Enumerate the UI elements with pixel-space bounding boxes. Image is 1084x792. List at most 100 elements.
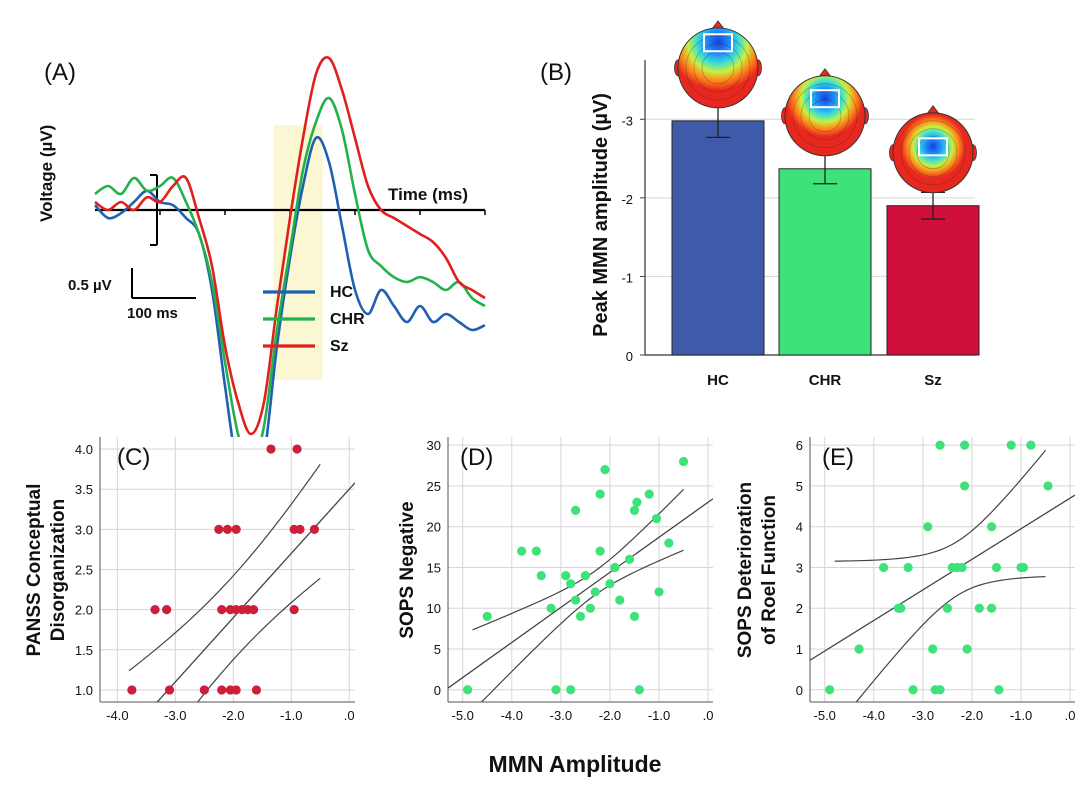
y-tick-label: -3 <box>621 113 633 128</box>
x-tick-label: -3.0 <box>550 708 572 723</box>
time-axis-title: Time (ms) <box>388 185 468 204</box>
fit-line <box>810 494 1075 661</box>
data-point <box>896 603 906 613</box>
x-tick-label: -2.0 <box>222 708 244 723</box>
data-point <box>531 546 541 556</box>
y-tick-label: 25 <box>427 479 441 494</box>
scale-time-label: 100 ms <box>127 305 178 322</box>
panel-label: (D) <box>460 444 493 471</box>
scale-voltage-label: 0.5 µV <box>68 277 112 294</box>
data-point <box>664 538 674 548</box>
data-point <box>942 603 953 613</box>
x-tick-label: -1.0 <box>1010 708 1032 723</box>
y-axis-title-line: Disorganization <box>48 499 69 642</box>
x-tick-label: -2.0 <box>599 708 621 723</box>
panel-c: -4.0 -3.0 -2.0 -1.0 .0 1.0 1.5 2.0 2.5 3.0 3.5 4.0 (… <box>24 437 355 723</box>
data-point <box>585 603 595 613</box>
x-tick-label: -1.0 <box>648 708 670 723</box>
data-point <box>289 605 299 615</box>
legend-label-sz: Sz <box>330 338 349 355</box>
data-point <box>634 685 644 695</box>
x-tick-label: -5.0 <box>814 708 836 723</box>
data-point <box>199 685 209 695</box>
y-tick-label: 0 <box>796 683 803 698</box>
ci-lower-line <box>855 575 1046 702</box>
data-point <box>629 611 640 621</box>
topomap-roi-box <box>703 33 733 53</box>
y-tick-label: 0 <box>626 349 633 364</box>
data-point <box>214 524 224 534</box>
topomap-contour <box>792 83 858 149</box>
data-point <box>595 546 605 556</box>
legend-label-hc: HC <box>330 284 354 301</box>
x-tick-label: .0 <box>344 708 355 723</box>
data-point <box>164 685 175 695</box>
data-point <box>482 611 492 621</box>
y-tick-label: 1 <box>796 642 803 657</box>
data-point <box>610 562 620 573</box>
bar-sz <box>886 205 980 356</box>
data-point <box>986 603 997 613</box>
data-point <box>231 685 241 695</box>
topomap-roi-box <box>918 137 948 157</box>
y-tick-label: 3 <box>796 560 803 575</box>
data-point <box>150 605 160 615</box>
bar-chr <box>778 168 872 356</box>
topomap-contour <box>693 43 743 93</box>
x-tick-label: .0 <box>1065 708 1076 723</box>
data-point <box>615 595 625 605</box>
plot-area <box>448 437 713 702</box>
data-point <box>590 587 600 597</box>
y-axis-title-line: PANSS Conceptual <box>24 484 45 657</box>
data-point <box>959 440 970 450</box>
y-tick-label: -1 <box>621 270 633 285</box>
data-point <box>903 562 913 573</box>
ci-upper-line <box>128 463 321 672</box>
data-point <box>962 644 972 654</box>
data-point <box>1006 440 1016 450</box>
x-tick-label: -5.0 <box>452 708 474 723</box>
data-point <box>654 587 664 597</box>
topomap-contour <box>908 128 958 178</box>
data-point <box>551 685 561 695</box>
erp-line-sz <box>94 56 486 436</box>
data-point <box>629 505 640 515</box>
data-point <box>991 562 1002 573</box>
data-point <box>222 524 233 534</box>
y-tick-label: 6 <box>796 438 803 453</box>
y-axis-title-line: SOPS Negative <box>397 501 418 638</box>
y-tick-label: 5 <box>434 642 441 657</box>
x-tick-label-sz: Sz <box>924 372 942 389</box>
data-point <box>1018 562 1029 573</box>
x-tick-label: -4.0 <box>501 708 523 723</box>
regression-group <box>810 449 1075 702</box>
data-point <box>959 481 970 491</box>
data-point <box>546 603 556 613</box>
panel-label-a: (A) <box>44 59 76 86</box>
y-tick-label: 4 <box>796 520 803 535</box>
y-tick-label: 4.0 <box>75 442 93 457</box>
data-point <box>231 524 241 534</box>
data-point <box>595 489 605 499</box>
topomap-head-sz <box>892 112 974 194</box>
topomap-roi-box <box>810 89 840 109</box>
ci-lower-line <box>480 549 684 702</box>
data-point <box>957 562 967 573</box>
erp-line-hc <box>94 135 486 516</box>
data-point <box>624 554 635 564</box>
topomap-contour <box>685 35 751 101</box>
data-point <box>162 605 172 615</box>
y-tick-label: 3.5 <box>75 482 93 497</box>
bar-y-axis-title: Peak MMN amplitude (µV) <box>590 93 612 337</box>
panel-label-b: (B) <box>540 59 572 86</box>
mmn-amplitude-axis-title: MMN Amplitude <box>489 751 662 777</box>
panel-d: -5.0 -4.0 -3.0 -2.0 -1.0 .0 0 5 10 15 20 25 30 (D) SOP… <box>397 437 714 723</box>
data-point <box>580 571 591 581</box>
y-tick-label: 0 <box>434 683 441 698</box>
topomap-head-chr <box>784 75 866 157</box>
data-point <box>854 644 864 654</box>
y-tick-label: 30 <box>427 438 441 453</box>
x-tick-label-chr: CHR <box>809 372 842 389</box>
y-tick-label: 20 <box>427 520 441 535</box>
x-tick-label: -4.0 <box>106 708 128 723</box>
